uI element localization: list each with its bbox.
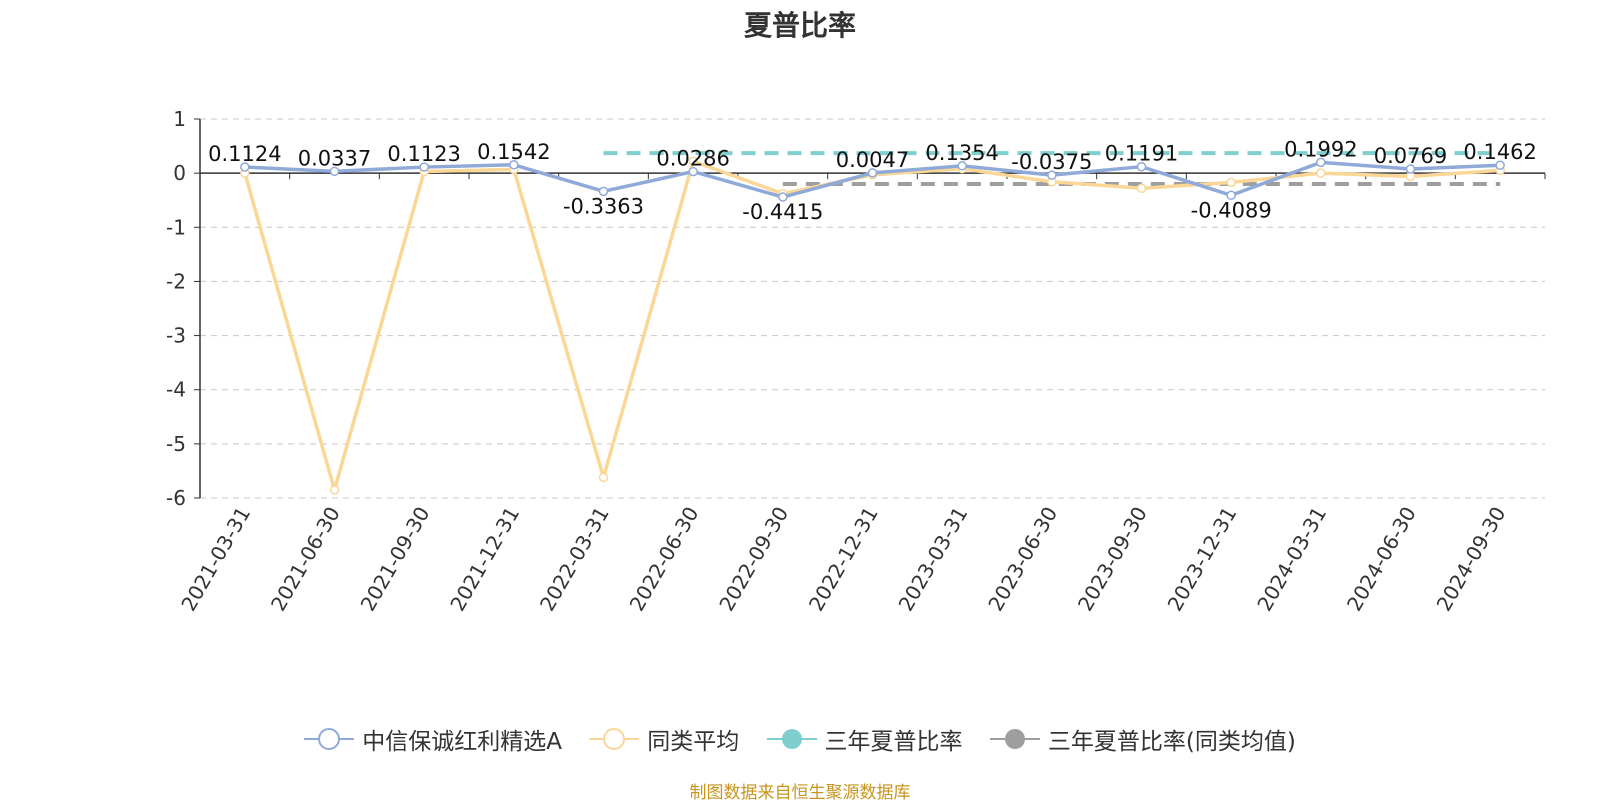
point-fund [957,161,967,171]
point-peer-average [1136,183,1147,194]
x-tick-label: 2022-09-30 [714,503,793,616]
legend-item-three-year-peer[interactable]: 三年夏普比率(同类均值) [989,722,1296,756]
point-fund [778,192,788,202]
data-label: 0.1462 [1463,140,1536,164]
y-tick-label: -4 [166,378,186,402]
data-label: 0.0286 [656,147,729,171]
x-tick-label: 2023-12-31 [1163,503,1242,616]
point-fund [1316,157,1326,168]
point-fund [1047,170,1057,180]
chart-title: 夏普比率 [743,9,856,42]
legend-peer-icon [589,728,640,750]
y-tick-label: -1 [166,215,186,239]
point-fund [1495,160,1505,170]
y-tick-label: -5 [166,432,186,456]
data-label: -0.3363 [563,194,644,218]
data-label: -0.4089 [1191,198,1272,222]
x-tick-label: 2023-09-30 [1073,503,1152,616]
data-label: 0.1123 [387,142,460,166]
legend-label-fund: 中信保诚红利精选A [362,729,562,755]
y-tick-label: 1 [173,107,186,131]
point-fund [329,166,340,177]
y-tick-label: -6 [166,486,186,510]
point-fund [1136,161,1147,172]
point-fund [1405,164,1416,174]
point-fund [867,168,878,178]
data-label: 0.1191 [1105,142,1178,166]
legend-label-three-year: 三年夏普比率 [824,729,963,755]
data-label: 0.1124 [208,142,281,166]
point-peer-average [1316,168,1326,178]
y-tick-label: 0 [173,161,186,185]
data-labels-layer: 0.1124 0.0337 0.1123 0.1542 -0.3363 0.0286 -0.… [208,137,1537,224]
series-layer [240,156,1505,495]
point-peer-average [1226,177,1236,188]
data-label: 0.1542 [477,140,550,164]
point-peer-average [329,485,340,495]
data-label: 0.1992 [1284,137,1357,161]
data-label: 0.0769 [1374,144,1447,168]
y-tick-label: -2 [166,269,186,293]
x-tick-label: 2024-09-30 [1432,503,1511,616]
point-peer-average [598,472,609,483]
y-tick-label: -3 [166,324,186,348]
point-fund [1226,190,1236,201]
legend: 中信保诚红利精选A 同类平均 三年夏普比率 三年夏普比率(同类均值) [0,722,1600,756]
data-label: 0.1354 [925,141,998,165]
legend-item-three-year[interactable]: 三年夏普比率 [766,722,963,756]
x-tick-label: 2022-06-30 [625,503,704,616]
point-fund [419,162,429,172]
x-tick-label: 2023-06-30 [983,503,1062,616]
data-label: 0.0337 [298,146,371,170]
legend-item-fund[interactable]: 中信保诚红利精选A [304,722,562,756]
x-tick-label: 2023-03-31 [894,503,973,616]
x-tick-label: 2021-03-31 [176,503,255,616]
x-tick-label: 2024-06-30 [1342,503,1421,616]
legend-label-three-year-peer: 三年夏普比率(同类均值) [1047,729,1296,755]
point-fund [598,186,609,197]
legend-item-peer-average[interactable]: 同类平均 [589,722,739,756]
x-tick-label: 2021-06-30 [266,503,345,616]
x-tick-label: 2024-03-31 [1252,503,1331,616]
legend-label-peer-average: 同类平均 [647,729,740,755]
x-tick-label: 2021-12-31 [445,503,524,616]
point-peer-average [688,156,698,166]
point-fund [688,166,698,177]
source-note: 制图数据来自恒生聚源数据库 [689,783,911,803]
legend-three-year-icon [766,729,817,749]
point-fund [240,162,250,172]
x-tick-label: 2022-12-31 [804,503,883,616]
series-line-peer-average [243,159,1501,492]
data-label: 0.0047 [836,148,909,172]
data-label: -0.4415 [742,200,823,224]
x-tick-label: 2022-03-31 [535,503,614,616]
grid-layer [200,118,1545,499]
legend-three-year-peer-icon [989,729,1040,749]
legend-fund-icon [304,728,355,750]
x-tick-label: 2021-09-30 [356,502,435,615]
point-fund [509,160,519,170]
data-label: -0.0375 [1011,150,1092,174]
